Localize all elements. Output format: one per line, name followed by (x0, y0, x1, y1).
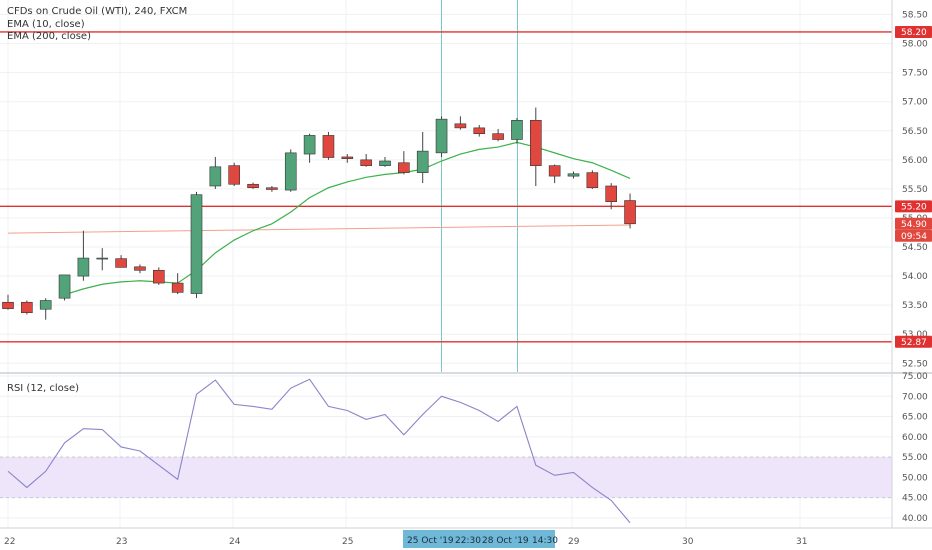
countdown-badge: 09:54 (895, 229, 932, 242)
price-badge-close-label: 54.90 (901, 220, 927, 230)
time-label-right-time: 14:30 (532, 536, 558, 546)
rsi-tick-label: 45.00 (902, 494, 928, 504)
candle-body (77, 257, 90, 277)
candle-body (379, 160, 391, 166)
candle-body (567, 173, 580, 177)
legend-rsi[interactable]: RSI (12, close) (7, 383, 79, 394)
time-highlight (403, 530, 555, 548)
candle-body (209, 166, 222, 187)
rsi-tick-label: 40.00 (902, 514, 928, 524)
rsi-line[interactable] (7, 378, 631, 524)
price-tick-label: 57.00 (902, 98, 928, 108)
price-tick-label: 58.50 (902, 11, 928, 21)
candle-body (190, 194, 203, 294)
time-tick-label: 24 (229, 537, 241, 547)
legend-ema10[interactable]: EMA (10, close) (7, 19, 85, 30)
candle-body (266, 187, 278, 190)
candle-body (341, 156, 354, 159)
price-tick-label: 55.50 (902, 185, 928, 195)
price-badge-top-label: 58.20 (901, 28, 927, 38)
price-tick-label: 56.00 (902, 156, 928, 166)
time-label-left-date: 25 Oct '19 (407, 536, 454, 546)
candle-body (153, 269, 165, 284)
time-tick-label: 23 (116, 537, 127, 547)
time-tick-label: 22 (4, 537, 15, 547)
candle-body (416, 150, 429, 173)
candle-body (398, 162, 410, 173)
price-tick-label: 54.50 (902, 243, 928, 253)
candle-body (228, 165, 240, 185)
candle-body (134, 266, 146, 271)
rsi-tick-label: 65.00 (902, 413, 928, 423)
candle-body (435, 118, 448, 154)
candle-body (586, 172, 599, 189)
price-tick-label: 53.50 (902, 301, 928, 311)
candle-body (58, 274, 71, 299)
candle-body (171, 282, 184, 293)
price-badge-close: 54.90 (895, 217, 932, 230)
candle-body (511, 120, 523, 140)
candle-body (548, 165, 561, 177)
countdown-label: 09:54 (901, 232, 927, 242)
price-tick-label: 52.50 (902, 359, 928, 369)
time-tick-label: 30 (682, 537, 694, 547)
price-badge-mid: 55.20 (895, 200, 932, 213)
candle-body (303, 135, 316, 155)
candle-body (529, 120, 542, 166)
ema200-line[interactable] (7, 224, 631, 234)
candle-body (115, 258, 127, 268)
price-badge-mid-label: 55.20 (901, 202, 927, 212)
rsi-tick-label: 55.00 (902, 453, 928, 463)
price-tick-label: 58.00 (902, 40, 928, 50)
price-tick-label: 54.00 (902, 272, 928, 282)
rsi-tick-label: 50.00 (902, 473, 928, 483)
rsi-band (0, 457, 892, 498)
candle-body (454, 123, 467, 129)
time-tick-label: 25 (342, 537, 353, 547)
chart-title: CFDs on Crude Oil (WTI), 240, FXCM (7, 6, 187, 17)
candle-body (247, 183, 259, 189)
time-label-right-date: 28 Oct '19 (482, 536, 529, 546)
candle-body (473, 127, 486, 134)
candle-body (2, 301, 14, 309)
candle-body (492, 133, 504, 140)
price-axis[interactable]: 52.5053.0053.5054.0054.5055.0055.5056.00… (902, 11, 928, 370)
price-badge-bottom-label: 52.87 (901, 338, 927, 348)
time-label-left-time: 22:30 (455, 536, 481, 546)
horizontal-level-lines[interactable] (0, 31, 892, 343)
candle-body (605, 185, 618, 202)
price-badge-bottom: 52.87 (895, 335, 932, 348)
price-badge-top: 58.20 (895, 25, 932, 38)
price-tick-label: 56.50 (902, 127, 928, 137)
rsi-axis[interactable]: 40.00 45.00 50.00 55.00 60.00 65.00 70.00 75.00 (902, 372, 928, 524)
candle-body (624, 200, 636, 225)
candle-body (360, 159, 372, 166)
legend-ema200[interactable]: EMA (200, close) (7, 31, 91, 42)
candle-body (39, 300, 52, 310)
price-tick-label: 53.00 (902, 330, 928, 340)
grid (0, 0, 892, 528)
candle-body (284, 152, 297, 191)
candles[interactable] (2, 107, 636, 320)
price-tick-label: 57.50 (902, 69, 928, 79)
ema10-line[interactable] (64, 141, 631, 296)
rsi-tick-label: 70.00 (902, 392, 928, 402)
time-axis[interactable]: 22 23 24 25 29 30 31 (4, 537, 807, 547)
candle-body (96, 257, 109, 260)
rsi-tick-label: 75.00 (902, 372, 928, 382)
time-tick-label: 29 (568, 537, 580, 547)
rsi-tick-label: 60.00 (902, 433, 928, 443)
time-tick-label: 31 (796, 537, 807, 547)
candle-body (322, 135, 335, 158)
candle-body (21, 301, 33, 314)
